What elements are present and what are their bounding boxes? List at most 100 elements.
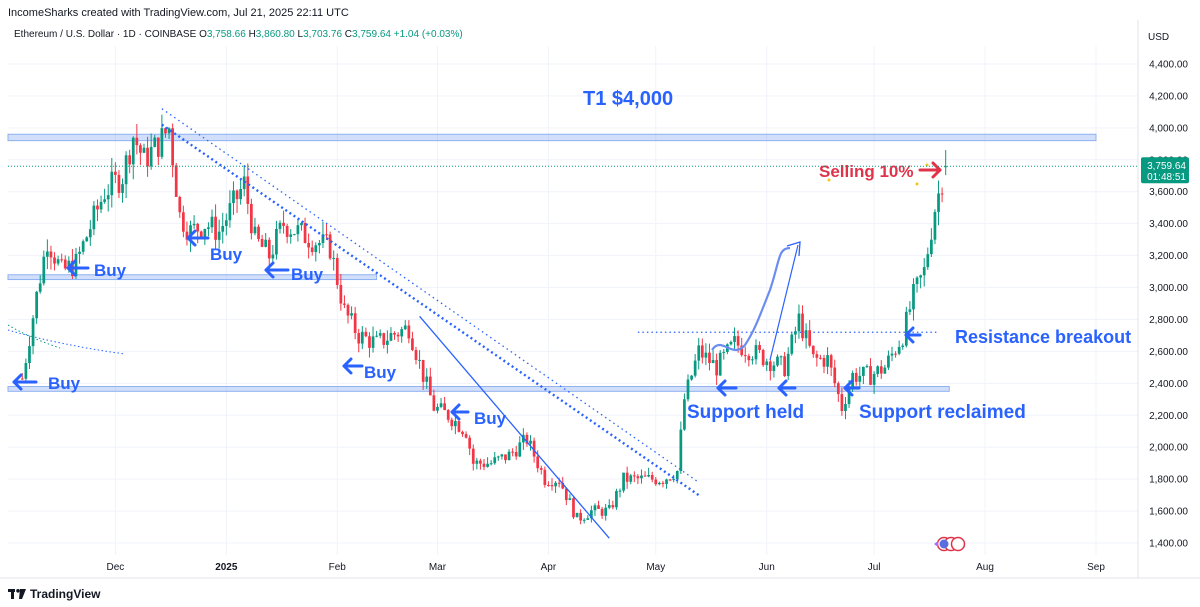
candle-body[interactable] xyxy=(933,211,937,240)
candle-body[interactable] xyxy=(260,238,264,247)
candle-body[interactable] xyxy=(908,309,912,312)
candle-body[interactable] xyxy=(575,512,579,518)
candle-body[interactable] xyxy=(20,378,24,380)
projection-path[interactable] xyxy=(711,246,791,352)
candle-body[interactable] xyxy=(801,313,804,339)
candle-body[interactable] xyxy=(135,137,139,146)
candle-body[interactable] xyxy=(675,470,679,480)
candle-body[interactable] xyxy=(879,366,883,374)
candle-body[interactable] xyxy=(411,338,414,351)
candle-body[interactable] xyxy=(593,505,597,511)
candle-body[interactable] xyxy=(854,372,858,382)
candle-body[interactable] xyxy=(722,351,726,353)
candle-body[interactable] xyxy=(189,225,192,240)
candle-body[interactable] xyxy=(346,304,350,316)
candle-body[interactable] xyxy=(736,336,740,346)
candle-body[interactable] xyxy=(38,283,42,292)
candle-body[interactable] xyxy=(92,205,96,230)
projection-line[interactable] xyxy=(769,244,799,361)
candle-body[interactable] xyxy=(382,333,386,345)
candle-body[interactable] xyxy=(357,333,361,344)
candle-body[interactable] xyxy=(790,334,794,354)
candle-body[interactable] xyxy=(804,330,808,339)
candle-body[interactable] xyxy=(289,234,293,237)
candle-body[interactable] xyxy=(940,193,944,195)
candle-body[interactable] xyxy=(930,239,933,255)
candle-body[interactable] xyxy=(708,352,711,364)
candle-body[interactable] xyxy=(665,479,668,484)
candle-body[interactable] xyxy=(479,460,482,464)
candle-body[interactable] xyxy=(937,193,940,212)
candle-body[interactable] xyxy=(171,128,174,166)
candle-body[interactable] xyxy=(321,234,325,244)
candle-body[interactable] xyxy=(539,468,543,470)
candle-body[interactable] xyxy=(203,228,207,237)
candle-body[interactable] xyxy=(568,498,572,501)
candle-body[interactable] xyxy=(314,245,318,253)
candle-body[interactable] xyxy=(690,375,693,380)
candle-body[interactable] xyxy=(332,257,336,259)
candle-body[interactable] xyxy=(232,190,235,204)
candle-body[interactable] xyxy=(457,421,461,432)
candle-body[interactable] xyxy=(117,174,121,193)
candle-body[interactable] xyxy=(733,336,736,342)
candle-body[interactable] xyxy=(711,360,715,364)
candle-body[interactable] xyxy=(904,311,908,346)
candle-body[interactable] xyxy=(815,354,819,358)
candle-body[interactable] xyxy=(403,325,407,330)
candle-body[interactable] xyxy=(776,356,779,366)
candle-body[interactable] xyxy=(511,451,514,453)
candle-body[interactable] xyxy=(607,505,611,508)
candle-body[interactable] xyxy=(819,357,822,359)
candle-body[interactable] xyxy=(829,355,833,368)
candle-body[interactable] xyxy=(461,431,464,435)
candle-body[interactable] xyxy=(56,259,60,264)
candle-body[interactable] xyxy=(876,366,880,374)
candle-body[interactable] xyxy=(146,147,149,167)
candle-body[interactable] xyxy=(554,482,557,487)
candle-body[interactable] xyxy=(149,146,153,167)
candle-body[interactable] xyxy=(944,166,948,168)
candle-body[interactable] xyxy=(74,253,78,277)
candle-body[interactable] xyxy=(600,508,604,516)
candle-body[interactable] xyxy=(525,434,529,444)
candle-body[interactable] xyxy=(396,334,400,337)
candle-body[interactable] xyxy=(364,331,368,337)
candle-body[interactable] xyxy=(428,376,432,396)
candle-body[interactable] xyxy=(840,394,844,412)
candle-body[interactable] xyxy=(436,406,439,411)
candle-body[interactable] xyxy=(221,225,225,232)
candle-body[interactable] xyxy=(353,313,357,334)
candle-body[interactable] xyxy=(704,352,708,358)
candle-body[interactable] xyxy=(267,239,271,259)
candle-body[interactable] xyxy=(504,454,507,461)
candle-body[interactable] xyxy=(514,452,518,457)
candle-body[interactable] xyxy=(307,242,310,248)
candle-body[interactable] xyxy=(153,137,157,147)
candle-body[interactable] xyxy=(53,257,56,264)
candle-body[interactable] xyxy=(729,341,733,345)
candle-body[interactable] xyxy=(894,353,897,355)
candle-body[interactable] xyxy=(235,190,239,200)
candle-body[interactable] xyxy=(124,155,128,185)
candle-body[interactable] xyxy=(160,128,164,157)
candle-body[interactable] xyxy=(622,472,625,491)
trendline[interactable] xyxy=(161,123,700,497)
candle-body[interactable] xyxy=(772,365,776,372)
candle-body[interactable] xyxy=(625,472,629,482)
candle-body[interactable] xyxy=(743,355,747,357)
candle-body[interactable] xyxy=(751,359,754,361)
candle-body[interactable] xyxy=(414,350,418,360)
candle-body[interactable] xyxy=(740,345,744,356)
candle-body[interactable] xyxy=(439,403,443,407)
candle-body[interactable] xyxy=(715,360,718,376)
candle-body[interactable] xyxy=(67,260,71,269)
candle-body[interactable] xyxy=(518,442,522,457)
candle-body[interactable] xyxy=(310,247,314,253)
candle-body[interactable] xyxy=(629,475,633,482)
economic-events-icon[interactable] xyxy=(934,536,966,552)
candle-body[interactable] xyxy=(339,285,343,304)
candle-body[interactable] xyxy=(482,463,486,467)
candle-body[interactable] xyxy=(389,332,393,341)
